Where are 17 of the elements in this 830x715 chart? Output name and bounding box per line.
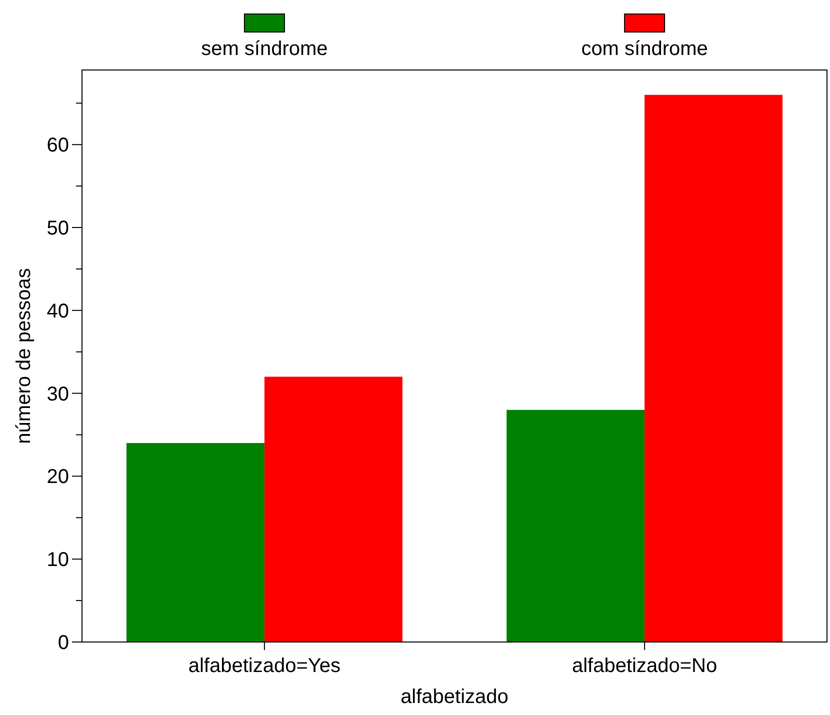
y-tick-label: 60: [46, 134, 69, 157]
x-tick-label: alfabetizado=No: [572, 655, 718, 677]
x-tick-label: alfabetizado=Yes: [188, 655, 341, 677]
legend-label: com síndrome: [581, 38, 708, 60]
bar: [264, 376, 402, 642]
y-tick-label: 40: [46, 300, 69, 322]
bar: [644, 94, 783, 642]
y-tick-label: 20: [46, 466, 69, 488]
y-tick-label: 10: [46, 549, 69, 572]
y-tick-label: 50: [46, 218, 69, 240]
legend-label: sem síndrome: [201, 38, 328, 60]
y-tick-label: 30: [46, 383, 69, 406]
x-axis-title: alfabetizado: [400, 686, 508, 708]
y-tick-label: 0: [58, 632, 69, 654]
y-axis-title: número de pessoas: [13, 268, 35, 444]
bar: [506, 410, 645, 642]
bar: [126, 443, 264, 642]
